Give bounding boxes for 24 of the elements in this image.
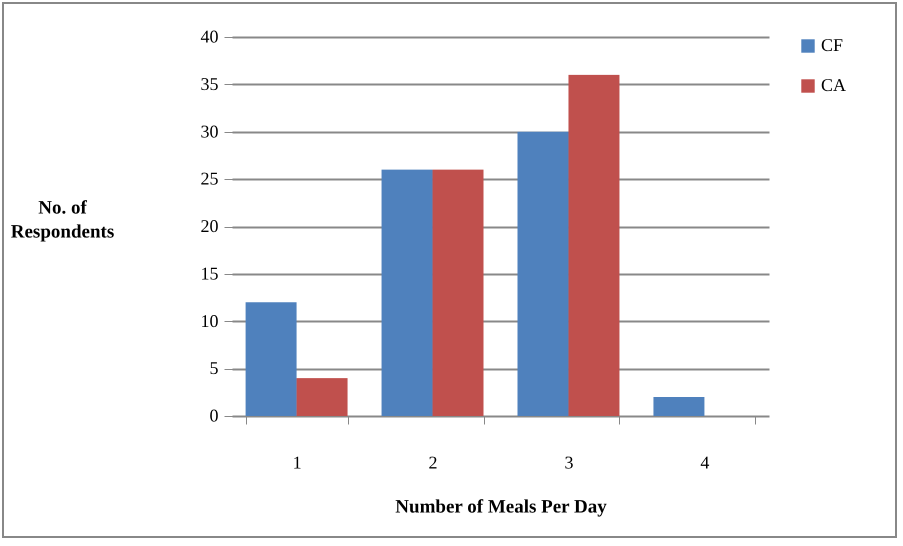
- x-axis-title: Number of Meals Per Day: [395, 496, 608, 518]
- y-tick-label: 35: [200, 74, 218, 94]
- bar: [382, 170, 433, 416]
- bar: [432, 170, 484, 416]
- y-tick-label: 25: [200, 168, 218, 189]
- x-tick-label: 2: [428, 452, 438, 472]
- legend-label: CA: [821, 75, 846, 95]
- y-axis-title: No. of Respondents: [10, 198, 114, 242]
- y-tick-label: 20: [200, 216, 218, 236]
- x-tick-label: 4: [700, 452, 710, 472]
- y-tick-label: 5: [210, 358, 218, 378]
- bar: [568, 74, 620, 416]
- legend-label: CF: [821, 35, 844, 55]
- bar: [246, 302, 297, 416]
- y-tick-label: 10: [200, 310, 218, 331]
- bar: [517, 132, 568, 416]
- y-tick-label: 0: [210, 406, 218, 426]
- bar: [296, 378, 348, 416]
- x-tick-label: 3: [564, 452, 574, 472]
- y-tick-label: 15: [200, 263, 218, 284]
- bar: [653, 397, 704, 416]
- y-tick-label: 40: [200, 26, 218, 46]
- y-tick-label: 30: [200, 121, 218, 142]
- x-tick-label: 1: [292, 452, 302, 472]
